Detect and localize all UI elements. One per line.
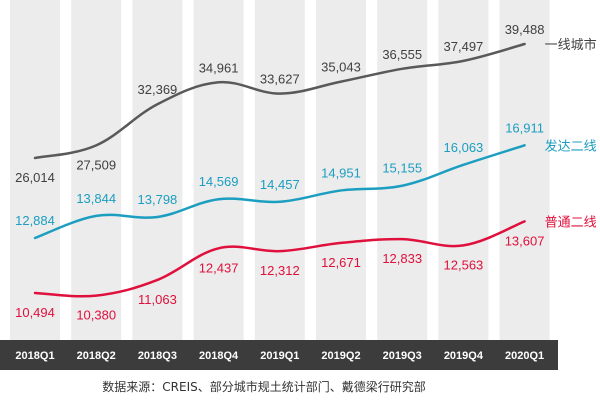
data-label: 36,555 [382,47,422,62]
x-tick-label: 2018Q3 [138,350,177,362]
data-label: 10,494 [15,305,55,320]
column-band [193,0,244,340]
data-label: 10,380 [76,308,116,323]
data-label: 37,497 [444,39,484,54]
data-label: 12,312 [260,263,300,278]
data-label: 35,043 [321,60,361,75]
data-label: 16,911 [505,120,544,135]
series-name-label: 一线城市 [545,37,597,53]
data-label: 13,607 [505,233,545,248]
data-label: 16,063 [444,140,484,155]
data-label: 27,509 [76,157,116,172]
series-line [33,144,526,240]
data-label: 14,457 [260,177,300,192]
data-label: 26,014 [15,170,55,185]
x-tick-label: 2019Q4 [444,350,484,362]
data-label: 13,844 [76,191,116,206]
data-label: 33,627 [260,72,300,87]
column-band [377,0,428,340]
column-band [10,0,60,340]
column-band [71,0,122,340]
x-axis-bar: 2018Q1 2018Q2 2018Q3 2018Q4 2019Q1 2019Q2 2019… [0,340,558,370]
column-band [499,0,550,340]
data-label: 12,671 [321,255,361,270]
data-label: 39,488 [505,22,545,37]
column-band [254,0,305,340]
x-tick-label: 2018Q2 [77,350,116,362]
data-label: 32,369 [138,82,178,97]
data-label: 11,063 [138,292,177,307]
data-label: 12,833 [382,251,422,266]
column-bands [10,0,550,340]
x-tick-label: 2019Q1 [260,350,299,362]
data-label: 12,437 [199,260,239,275]
data-labels: 26,014 27,509 32,369 34,961 33,627 35,043 36,5… [15,22,544,323]
x-tick-label: 2018Q1 [15,350,54,362]
source-note: 数据来源：CREIS、部分城市规土统计部门、戴德梁行研究部 [102,379,425,394]
column-band [132,0,183,340]
x-tick-label: 2019Q2 [321,350,360,362]
series-line [33,220,526,298]
series-lines [33,42,526,298]
data-label: 12,884 [15,213,55,228]
data-label: 34,961 [199,60,239,75]
series-line [33,42,526,160]
data-label: 14,569 [199,174,239,189]
series-name-label: 发达二线 [545,138,597,154]
x-tick-label: 2019Q3 [383,350,422,362]
series-name-label: 普通二线 [545,215,597,230]
data-label: 12,563 [444,257,484,272]
column-band [316,0,366,340]
data-label: 13,798 [138,192,178,207]
data-label: 15,155 [382,161,422,176]
data-label: 14,951 [321,165,361,180]
x-axis-background [0,340,558,370]
x-tick-label: 2020Q1 [505,350,544,362]
x-tick-label: 2018Q4 [199,350,239,362]
